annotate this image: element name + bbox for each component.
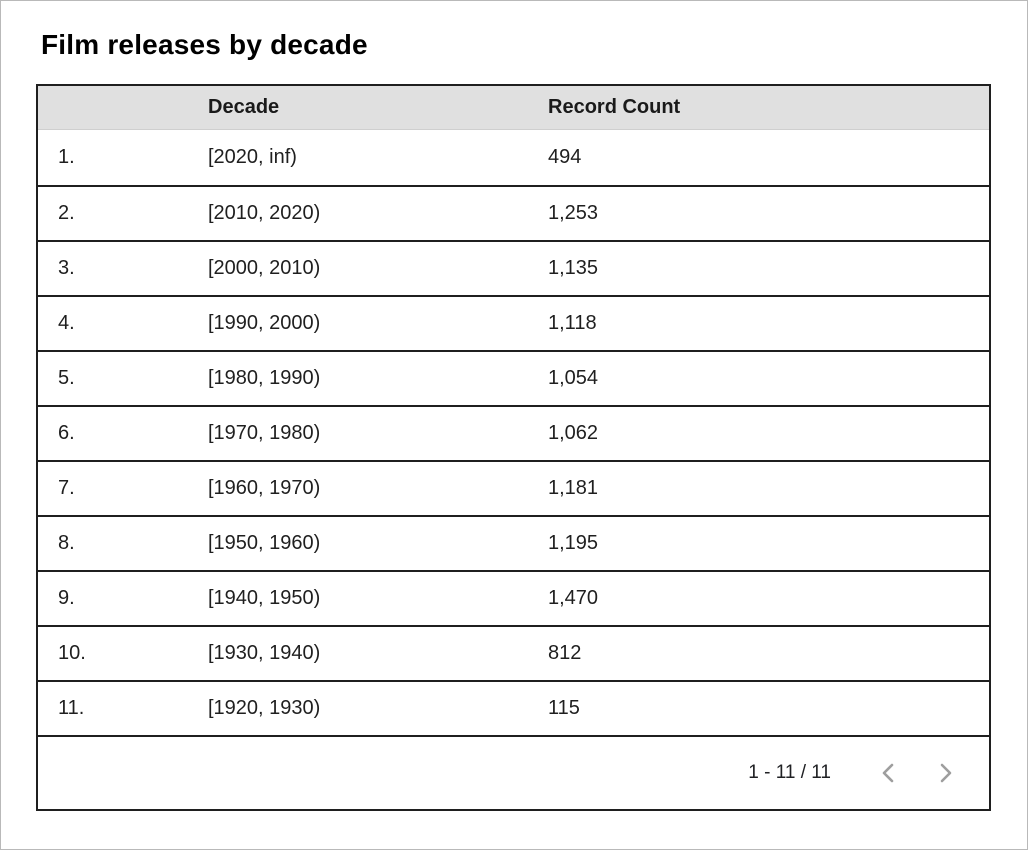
row-index: 11. (58, 697, 85, 719)
row-index: 2. (58, 202, 75, 224)
row-index: 6. (58, 422, 75, 444)
decade-cell: [1930, 1940) (208, 642, 321, 664)
table-row: 7. [1960, 1970) 1,181 (38, 460, 989, 515)
record-count-cell: 1,118 (548, 312, 597, 334)
table-row: 11. [1920, 1930) 115 (38, 680, 989, 735)
film-releases-table: Decade Record Count 1. [2020, inf) 494 2… (36, 84, 991, 811)
row-index: 5. (58, 367, 75, 389)
table-row: 9. [1940, 1950) 1,470 (38, 570, 989, 625)
column-header-record-count[interactable]: Record Count (548, 96, 681, 118)
record-count-cell: 1,253 (548, 202, 599, 224)
record-count-cell: 115 (548, 697, 580, 719)
page-title: Film releases by decade (41, 29, 368, 60)
table-row: 1. [2020, inf) 494 (38, 130, 989, 185)
table-row: 6. [1970, 1980) 1,062 (38, 405, 989, 460)
decade-cell: [1980, 1990) (208, 367, 321, 389)
record-count-cell: 812 (548, 642, 582, 664)
chevron-left-icon (876, 760, 902, 786)
record-count-cell: 1,054 (548, 367, 599, 389)
table-row: 3. [2000, 2010) 1,135 (38, 240, 989, 295)
record-count-cell: 1,470 (548, 587, 599, 609)
record-count-cell: 1,181 (548, 477, 599, 499)
pagination-range-label: 1 - 11 / 11 (748, 762, 831, 783)
row-index: 9. (58, 587, 75, 609)
row-index: 4. (58, 312, 75, 334)
table-row: 10. [1930, 1940) 812 (38, 625, 989, 680)
record-count-cell: 494 (548, 146, 582, 168)
next-page-button[interactable] (923, 751, 967, 795)
row-index: 7. (58, 477, 75, 499)
table-pagination-bar: 1 - 11 / 11 (38, 735, 989, 809)
decade-cell: [1970, 1980) (208, 422, 321, 444)
row-index: 8. (58, 532, 75, 554)
table-row: 5. [1980, 1990) 1,054 (38, 350, 989, 405)
decade-cell: [2000, 2010) (208, 257, 321, 279)
table-header-row: Decade Record Count (38, 86, 989, 130)
decade-cell: [1920, 1930) (208, 697, 321, 719)
record-count-cell: 1,195 (548, 532, 599, 554)
record-count-cell: 1,135 (548, 257, 599, 279)
row-index: 10. (58, 642, 86, 664)
column-header-decade[interactable]: Decade (208, 96, 280, 118)
chevron-right-icon (932, 760, 958, 786)
decade-cell: [1960, 1970) (208, 477, 321, 499)
record-count-cell: 1,062 (548, 422, 599, 444)
decade-cell: [1950, 1960) (208, 532, 321, 554)
decade-cell: [1990, 2000) (208, 312, 321, 334)
decade-cell: [2020, inf) (208, 146, 297, 168)
row-index: 1. (58, 146, 75, 168)
decade-cell: [1940, 1950) (208, 587, 321, 609)
decade-cell: [2010, 2020) (208, 202, 321, 224)
prev-page-button[interactable] (867, 751, 911, 795)
table-row: 2. [2010, 2020) 1,253 (38, 185, 989, 240)
table-row: 8. [1950, 1960) 1,195 (38, 515, 989, 570)
table-row: 4. [1990, 2000) 1,118 (38, 295, 989, 350)
row-index: 3. (58, 257, 75, 279)
